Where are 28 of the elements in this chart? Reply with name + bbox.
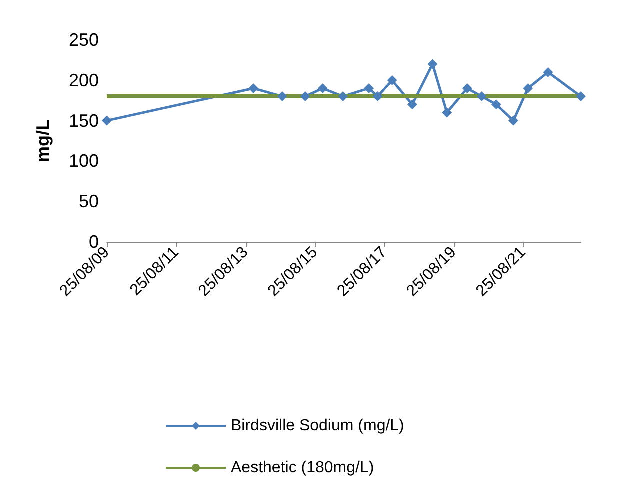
- y-tick-label: 150: [68, 110, 99, 131]
- y-tick-label: 50: [78, 192, 99, 212]
- point: [523, 83, 534, 94]
- point: [300, 92, 310, 102]
- point: [428, 59, 438, 70]
- point: [462, 83, 472, 94]
- point: [102, 116, 112, 126]
- legend-label: Aesthetic (180mg/L): [231, 460, 374, 476]
- y-tick-label: 0: [88, 232, 99, 252]
- y-tick-label: 100: [68, 151, 99, 172]
- point: [338, 92, 348, 102]
- point: [491, 100, 502, 110]
- point: [372, 92, 383, 102]
- point: [364, 83, 374, 94]
- point: [508, 116, 519, 126]
- y-tick-label: 200: [68, 70, 99, 90]
- point: [387, 75, 398, 86]
- point: [543, 67, 554, 78]
- point: [248, 83, 259, 94]
- point: [318, 83, 328, 94]
- legend-label: Birdsville Sodium (mg/L): [231, 418, 404, 434]
- point: [407, 100, 418, 110]
- point: [576, 92, 586, 102]
- point: [277, 92, 288, 102]
- point: [442, 108, 452, 118]
- y-axis-title: mg/L: [33, 120, 53, 162]
- y-tick-label: 250: [68, 30, 99, 50]
- point: [476, 92, 487, 102]
